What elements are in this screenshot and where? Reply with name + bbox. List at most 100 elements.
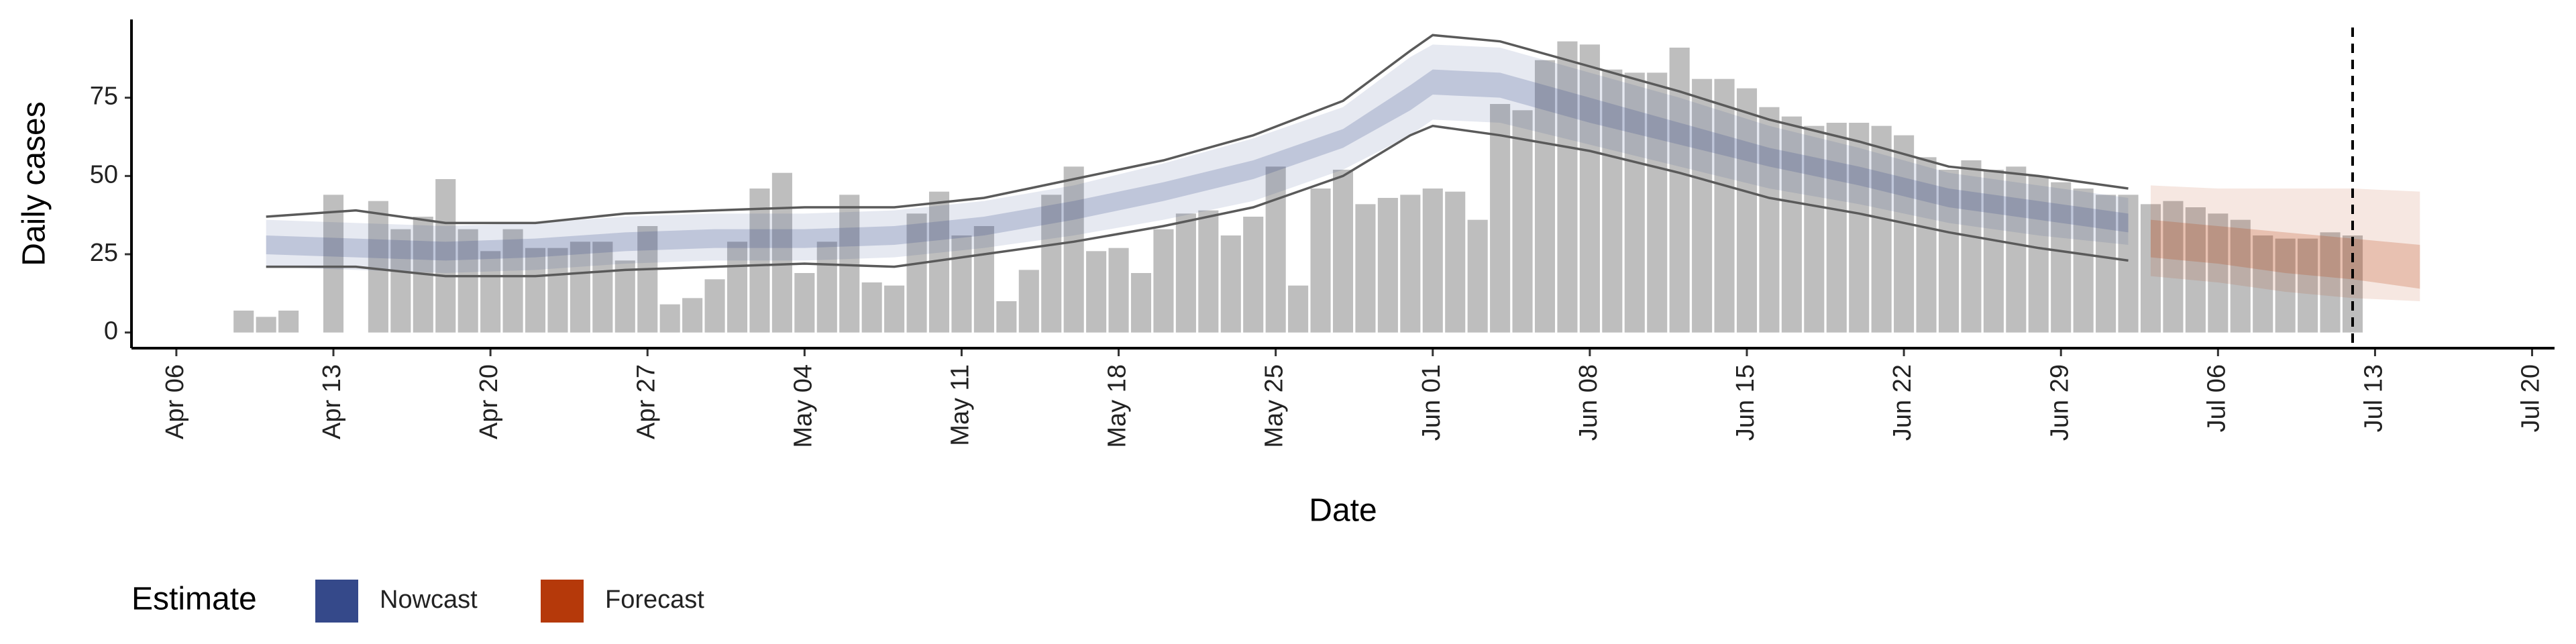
x-axis-title: Date (1309, 493, 1377, 529)
bar (480, 251, 501, 333)
x-tick-label: May 18 (1104, 364, 1132, 448)
x-tick-label: Jun 29 (2045, 364, 2074, 441)
bar (1781, 116, 1802, 333)
bar (906, 213, 927, 333)
x-tick-label: May 04 (789, 364, 817, 448)
bar (368, 201, 388, 333)
bar (2051, 182, 2072, 333)
bar (1490, 104, 1511, 333)
bar (951, 235, 972, 333)
bar (1018, 270, 1039, 333)
bar (2298, 238, 2318, 333)
bar (1175, 213, 1196, 333)
bar (458, 229, 478, 333)
legend-swatch (541, 580, 584, 623)
bar (547, 248, 568, 333)
bar (256, 317, 276, 333)
bar (2073, 189, 2094, 333)
bar (233, 311, 254, 333)
bar (771, 172, 792, 333)
bar (1894, 135, 1915, 333)
y-tick-label: 25 (90, 239, 118, 267)
bar (1086, 251, 1107, 333)
band-outer (266, 44, 2129, 273)
bar (1871, 125, 1892, 333)
x-tick-label: Apr 13 (318, 364, 346, 439)
bar (614, 260, 635, 333)
bar (1467, 219, 1488, 333)
y-tick-label: 75 (90, 83, 118, 111)
bar (1310, 189, 1331, 333)
bar (502, 229, 523, 333)
x-tick-label: Jun 01 (1417, 364, 1446, 441)
bar (1041, 195, 1062, 333)
bound-line (266, 124, 2129, 278)
bar (1804, 125, 1825, 333)
legend-title: Estimate (131, 582, 257, 617)
bar (1288, 285, 1309, 333)
bar (2230, 219, 2251, 333)
x-tick-label: Jul 20 (2517, 364, 2545, 432)
x-tick-label: Jul 13 (2359, 364, 2387, 432)
bar (1332, 170, 1354, 333)
bar (727, 241, 748, 333)
bar (390, 229, 411, 333)
bar (861, 282, 882, 333)
bar (1938, 170, 1960, 333)
bar (682, 298, 703, 333)
bar (1108, 248, 1129, 333)
bar (1512, 110, 1533, 333)
bar (570, 241, 590, 333)
bar (1063, 166, 1084, 333)
bar (1647, 72, 1668, 333)
bar (2275, 238, 2296, 333)
bar (2208, 213, 2229, 333)
bar (2028, 176, 2049, 333)
bar (1400, 195, 1421, 333)
bar (1983, 170, 2004, 333)
bar (1714, 78, 1735, 333)
bar (996, 301, 1017, 333)
x-tick-label: Apr 06 (161, 364, 189, 439)
bar (1961, 160, 1982, 333)
y-tick-label: 50 (90, 160, 118, 189)
bar (1692, 78, 1713, 333)
bar (1153, 229, 1174, 333)
bar (1602, 69, 1623, 333)
bar (1579, 44, 1600, 333)
x-tick-label: May 11 (946, 364, 974, 446)
bar (2342, 235, 2363, 333)
bar (323, 195, 344, 333)
bar (2163, 201, 2184, 333)
legend-label: Forecast (605, 586, 704, 614)
bar (1265, 166, 1286, 333)
bar (1736, 88, 1758, 333)
bar (1355, 204, 1376, 333)
bar (973, 226, 994, 333)
bar (1198, 210, 1219, 333)
bar (1759, 107, 1780, 333)
legend-label: Nowcast (380, 586, 478, 614)
bar (749, 189, 770, 333)
bar (1130, 273, 1152, 333)
bar (1422, 189, 1443, 333)
bar (2140, 204, 2161, 333)
bar (2118, 195, 2139, 333)
bar (839, 195, 860, 333)
x-tick-label: Apr 20 (475, 364, 503, 439)
bar (1220, 235, 1241, 333)
bar (2096, 195, 2116, 333)
bar (435, 179, 456, 333)
bar (1534, 60, 1556, 333)
y-axis-title: Daily cases (17, 101, 52, 266)
bar (637, 226, 658, 333)
bar (1826, 123, 1847, 333)
bar (704, 279, 725, 333)
bar (592, 241, 613, 333)
bar (2185, 207, 2206, 333)
x-tick-label: Jul 06 (2202, 364, 2231, 432)
bar (525, 248, 546, 333)
bar (2320, 232, 2341, 333)
legend-swatch (315, 580, 358, 623)
